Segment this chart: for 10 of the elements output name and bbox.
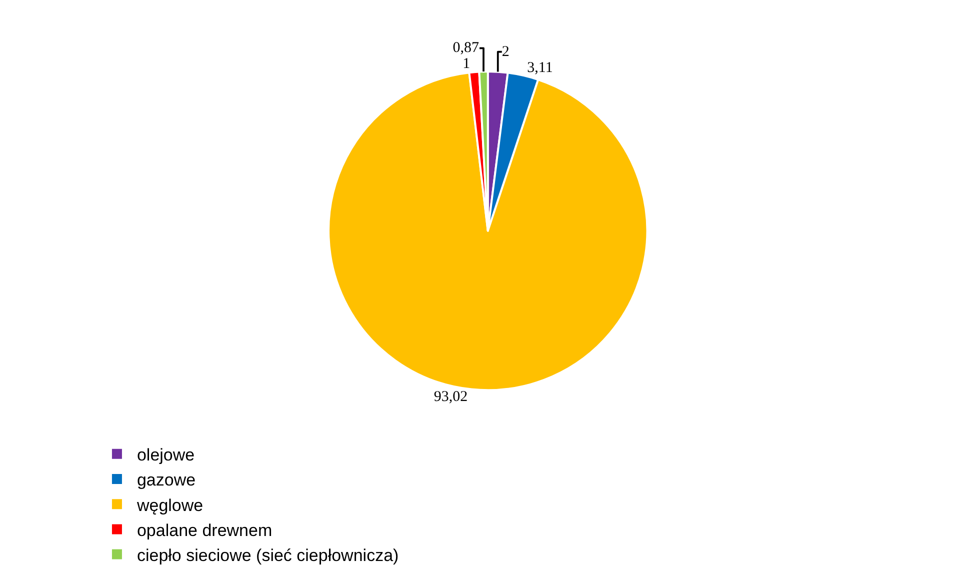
data-label: 3,11 (527, 60, 553, 76)
data-label: 93,02 (434, 389, 468, 406)
legend-label: opalane drewnem (136, 520, 272, 540)
legend-label: olejowe (136, 446, 195, 465)
legend-label: węglowe (136, 496, 204, 515)
data-label: 2 (502, 44, 510, 60)
legend-label: gazowe (136, 470, 196, 490)
legend-label: ciepło sieciowe (sieć ciepłownicza) (136, 546, 399, 565)
data-label: 1 (462, 56, 470, 72)
data-label: 0,87 (452, 40, 480, 56)
